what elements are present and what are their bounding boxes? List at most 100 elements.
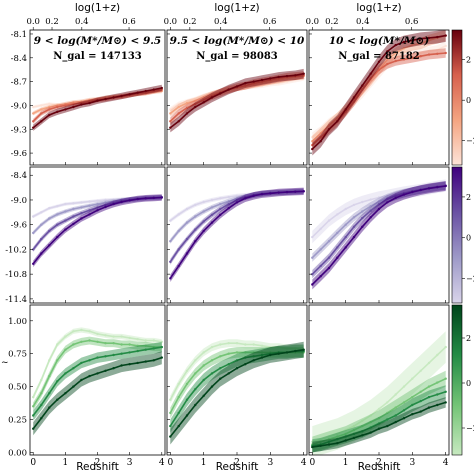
point-r1-c1-s3-9 (244, 197, 247, 200)
point-r2-c2-s3-16 (444, 401, 447, 404)
point-r1-c1-s1-3 (194, 215, 197, 218)
ytick-label-r1-4: -10.8 (5, 270, 27, 280)
point-r0-c1-s3-0 (169, 126, 172, 129)
point-r0-c0-s1-0 (32, 112, 35, 115)
point-r1-c2-s2-7 (369, 209, 372, 212)
ytick-label-r2-2: 0.50 (8, 383, 27, 393)
point-r1-c0-s3-1 (40, 252, 43, 255)
point-r0-c0-s2-3 (56, 105, 59, 109)
point-r2-c0-s2-0 (32, 414, 35, 417)
point-r2-c2-s0-1 (319, 438, 322, 441)
panel-series-r2-c0 (32, 327, 163, 436)
colorbar-tick-label-r2-1: 0 (466, 379, 471, 388)
point-r2-c2-s1-16 (444, 377, 447, 380)
point-r2-c0-s3-14 (144, 360, 147, 363)
point-r1-c2-s1-5 (352, 216, 356, 219)
point-r0-c2-s2-8 (377, 68, 381, 71)
point-r2-c1-s0-6 (219, 343, 222, 346)
point-r1-c1-s1-2 (185, 221, 189, 224)
point-r2-c0-s2-14 (144, 348, 147, 351)
point-r0-c2-s3-15 (436, 35, 439, 39)
colorbar-tick-label-r1-2: −2 (466, 275, 474, 284)
point-r0-c2-s3-8 (377, 60, 381, 63)
ytick-label-r1-1: -9.0 (11, 196, 27, 206)
point-r2-c2-s2-6 (361, 430, 364, 433)
point-r1-c1-s3-13 (277, 191, 280, 194)
point-r2-c2-s2-9 (386, 418, 389, 421)
panel-r2-c0: 0.00 0.25 0.50 0.75 1.00 (8, 304, 166, 458)
point-r1-c1-s0-6 (219, 197, 222, 200)
point-r1-c1-s0-0 (169, 219, 172, 222)
panel-r2-c2 (308, 304, 450, 456)
point-r0-c2-s2-9 (386, 62, 389, 66)
point-r1-c0-s3-3 (56, 235, 59, 239)
point-r2-c0-s3-6 (80, 378, 83, 382)
point-r2-c1-s1-5 (210, 359, 214, 362)
point-r2-c0-s1-0 (32, 405, 35, 408)
point-r0-c2-s3-13 (419, 37, 422, 40)
point-r0-c2-s2-1 (319, 136, 322, 139)
point-r0-c2-s0-13 (419, 51, 422, 55)
point-r0-c0-s3-13 (136, 91, 139, 94)
point-r1-c0-s2-3 (56, 223, 59, 226)
point-r2-c0-s1-13 (136, 344, 139, 347)
point-r1-c0-s0-1 (40, 211, 43, 214)
point-r2-c1-s3-0 (169, 435, 172, 438)
point-r1-c2-s1-7 (369, 205, 372, 208)
point-r0-c0-s2-1 (40, 112, 43, 115)
ytick-label-r0-2: -8.7 (11, 78, 27, 88)
point-r0-c2-s3-4 (344, 108, 347, 111)
point-r0-c0-s3-8 (96, 99, 99, 102)
point-r1-c2-s0-9 (386, 194, 389, 197)
point-r0-c2-s1-11 (402, 47, 406, 50)
xtick-label-c1-1: 1 (201, 458, 207, 468)
point-r2-c2-s0-4 (344, 428, 347, 432)
point-r2-c0-s0-2 (48, 359, 51, 362)
top-tick-label-c2-1: 0.2 (325, 17, 339, 27)
point-r1-c2-s1-6 (361, 210, 364, 213)
point-r1-c1-s3-11 (260, 193, 264, 196)
panel-series-r2-c1 (169, 339, 305, 445)
point-r0-c1-s3-9 (244, 82, 247, 85)
point-r1-c2-s1-3 (336, 231, 339, 235)
point-r1-c0-s0-0 (32, 215, 35, 218)
point-r1-c2-s3-2 (327, 266, 331, 270)
point-r1-c0-s1-10 (112, 200, 115, 203)
point-r2-c2-s2-8 (377, 422, 381, 425)
point-r1-c1-s2-0 (169, 260, 172, 263)
point-r0-c1-s3-14 (285, 74, 289, 78)
point-r2-c2-s3-13 (419, 410, 422, 413)
point-r0-c0-s3-11 (120, 94, 123, 98)
point-r1-c2-s0-5 (352, 203, 356, 207)
point-r2-c1-s3-2 (185, 414, 189, 417)
point-r0-c1-s3-7 (227, 88, 230, 91)
point-r1-c1-s2-2 (185, 237, 189, 241)
point-r1-c0-s3-14 (144, 197, 147, 200)
point-r2-c1-s3-6 (219, 377, 222, 380)
point-r1-c1-s3-7 (227, 207, 230, 210)
point-r1-c0-s0-2 (48, 207, 51, 210)
point-r2-c0-s3-5 (72, 385, 75, 388)
point-r1-c2-s2-6 (361, 216, 364, 220)
point-r2-c2-s0-6 (361, 419, 364, 422)
point-r1-c1-s2-6 (219, 207, 222, 211)
top-tick-label-c1-0: 0.0 (164, 17, 178, 27)
top-axis-label-c1: log(1+z) (214, 2, 259, 14)
xlabel-c0: Redshift (76, 461, 119, 473)
point-r1-c0-s1-3 (56, 213, 59, 216)
point-r0-c2-s3-2 (327, 128, 331, 131)
xtick-label-c1-4: 4 (301, 458, 307, 468)
point-r1-c0-s1-1 (40, 223, 43, 226)
point-r1-c2-s2-0 (311, 273, 314, 276)
band-r1-c2-s2 (312, 181, 446, 279)
point-r2-c2-s2-7 (369, 426, 372, 429)
point-r2-c2-s0-13 (419, 369, 422, 372)
point-r0-c0-s3-9 (104, 97, 107, 101)
point-r2-c1-s3-1 (177, 424, 180, 428)
point-r1-c1-s1-6 (219, 202, 222, 206)
point-r1-c2-s3-11 (402, 193, 406, 196)
point-r2-c2-s0-2 (327, 435, 331, 438)
point-r2-c0-s2-4 (64, 372, 67, 375)
point-r2-c0-s3-2 (48, 406, 51, 409)
